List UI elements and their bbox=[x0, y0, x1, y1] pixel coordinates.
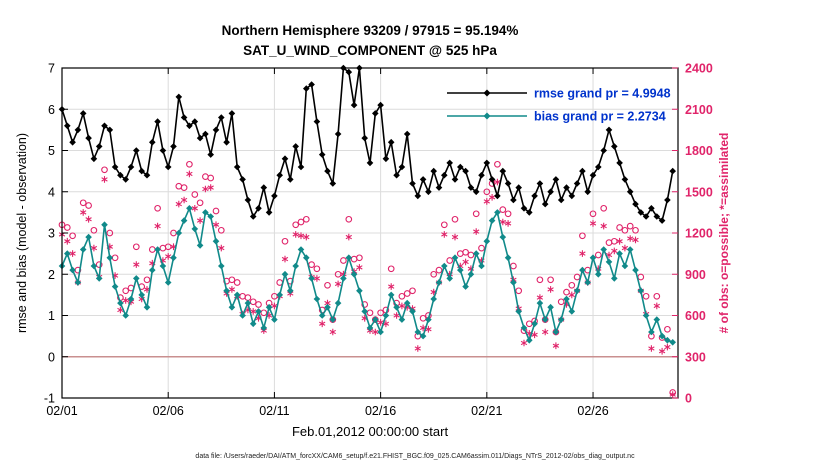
left-tick-label: 6 bbox=[48, 103, 55, 117]
x-tick-label: 02/11 bbox=[259, 404, 289, 418]
left-tick-label: 5 bbox=[48, 144, 55, 158]
right-tick-label: 1200 bbox=[685, 227, 713, 241]
right-tick-label: 600 bbox=[685, 309, 706, 323]
chart-subtitle: SAT_U_WIND_COMPONENT @ 525 hPa bbox=[243, 43, 497, 58]
x-tick-label: 02/26 bbox=[577, 404, 608, 418]
right-tick-label: 1800 bbox=[685, 144, 713, 158]
left-tick-label: -1 bbox=[44, 392, 55, 406]
left-tick-label: 1 bbox=[48, 309, 55, 323]
right-tick-label: 2400 bbox=[685, 62, 713, 76]
right-axis-label: # of obs: o=possible; *=assimilated bbox=[717, 132, 731, 334]
legend-bias-marker bbox=[483, 112, 491, 120]
rmse-series bbox=[58, 64, 676, 224]
chart-title: Northern Hemisphere 93209 / 97915 = 95.1… bbox=[221, 23, 519, 38]
right-tick-label: 300 bbox=[685, 350, 706, 364]
axes: -1 0 1 2 3 4 5 6 7 0 300 600 900 1200 1500 1800 2100 2400… bbox=[44, 62, 713, 419]
x-tick-label: 02/21 bbox=[471, 404, 502, 418]
bias-series bbox=[58, 205, 676, 346]
left-tick-label: 7 bbox=[48, 62, 55, 76]
left-tick-label: 3 bbox=[48, 227, 55, 241]
legend-rmse-label: rmse grand pr = 4.9948 bbox=[534, 87, 671, 101]
left-tick-label: 0 bbox=[48, 350, 55, 364]
x-tick-label: 02/16 bbox=[365, 404, 396, 418]
left-axis-label: rmse and bias (model - observation) bbox=[15, 132, 29, 334]
right-tick-label: 1500 bbox=[685, 185, 713, 199]
x-tick-label: 02/01 bbox=[46, 404, 77, 418]
datafile-caption: data file: /Users/raeder/DAI/ATM_forcXX/… bbox=[195, 453, 635, 460]
x-tick-label: 02/06 bbox=[153, 404, 184, 418]
obs-assimilated bbox=[58, 170, 676, 398]
left-tick-label: 2 bbox=[48, 268, 55, 282]
left-tick-label: 4 bbox=[48, 185, 55, 199]
right-tick-label: 0 bbox=[685, 392, 692, 406]
legend: rmse grand pr = 4.9948 bias grand pr = 2.… bbox=[447, 87, 671, 124]
legend-bias-label: bias grand pr = 2.2734 bbox=[534, 110, 666, 124]
right-tick-label: 2100 bbox=[685, 103, 713, 117]
right-tick-label: 900 bbox=[685, 268, 706, 282]
legend-rmse-marker bbox=[483, 89, 491, 97]
x-axis-label: Feb.01,2012 00:00:00 start bbox=[291, 424, 449, 439]
